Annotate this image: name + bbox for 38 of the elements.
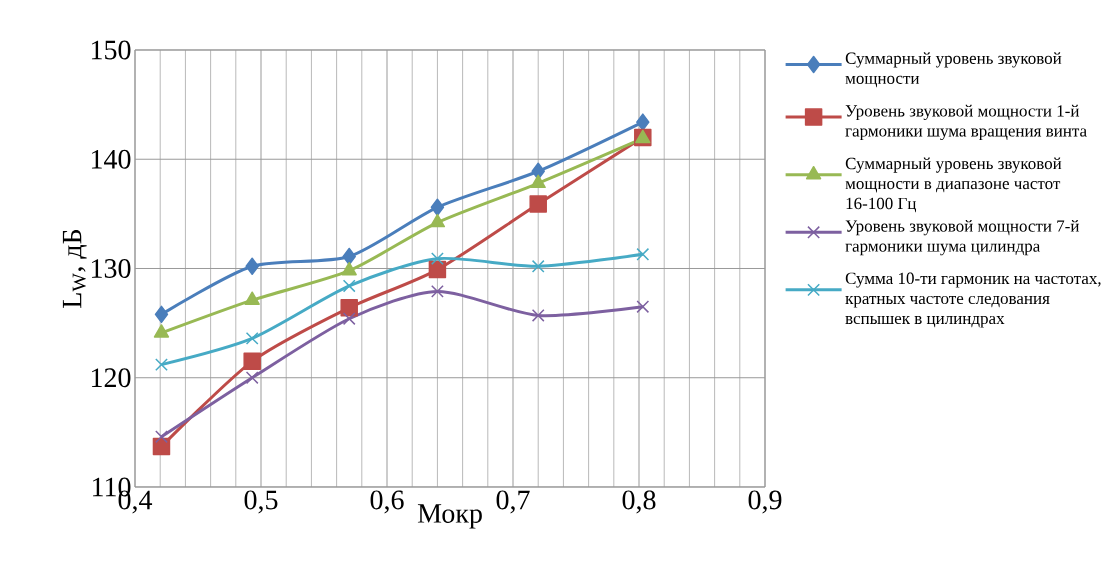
point — [531, 309, 545, 322]
y-axis-title: L$_{W}$, дБ — [62, 229, 87, 308]
point — [342, 247, 356, 266]
point — [154, 305, 169, 324]
x-tick-label: 0,8 — [622, 490, 656, 514]
point — [429, 213, 446, 228]
point — [431, 285, 444, 298]
point — [155, 430, 168, 444]
point — [340, 299, 358, 317]
x-tick-label: 0,5 — [244, 490, 278, 514]
point — [531, 259, 545, 273]
point — [431, 252, 444, 266]
y-tick-label: 140 — [91, 149, 131, 169]
point — [245, 257, 259, 276]
legend-label: Сумма 10-ти гармоник на частотах, кратных частоте следования вспышек в цилиндрах — [845, 272, 1101, 328]
point — [636, 300, 650, 314]
point — [155, 358, 168, 372]
point — [636, 113, 650, 131]
point — [342, 312, 356, 326]
point — [529, 195, 547, 213]
y-tick-label: 130 — [91, 259, 131, 278]
x-tick-label: 0,9 — [748, 490, 782, 514]
y-tick-label: 150 — [91, 40, 131, 60]
x-axis-title: Мокр — [417, 504, 482, 529]
point — [245, 371, 259, 385]
legend-label: Уровень звуковой мощности 1-й гармоники шума вращения винта — [845, 104, 1087, 141]
point — [636, 247, 650, 261]
point — [342, 279, 356, 293]
legend-label: Уровень звуковой мощности 7-й гармоники шума цилиндра — [845, 219, 1080, 256]
x-tick-label: 0,6 — [370, 490, 404, 514]
legend-label: Суммарный уровень звуковой мощности в диапазоне частот 16-100 Гц — [845, 157, 1062, 213]
point — [530, 174, 546, 189]
y-tick-label: 120 — [91, 368, 131, 388]
point — [430, 198, 445, 217]
point — [243, 352, 261, 371]
legend-label: Суммарный уровень звуковой мощности — [845, 52, 1062, 88]
point — [245, 332, 259, 345]
x-tick-label: 0,7 — [496, 490, 530, 514]
